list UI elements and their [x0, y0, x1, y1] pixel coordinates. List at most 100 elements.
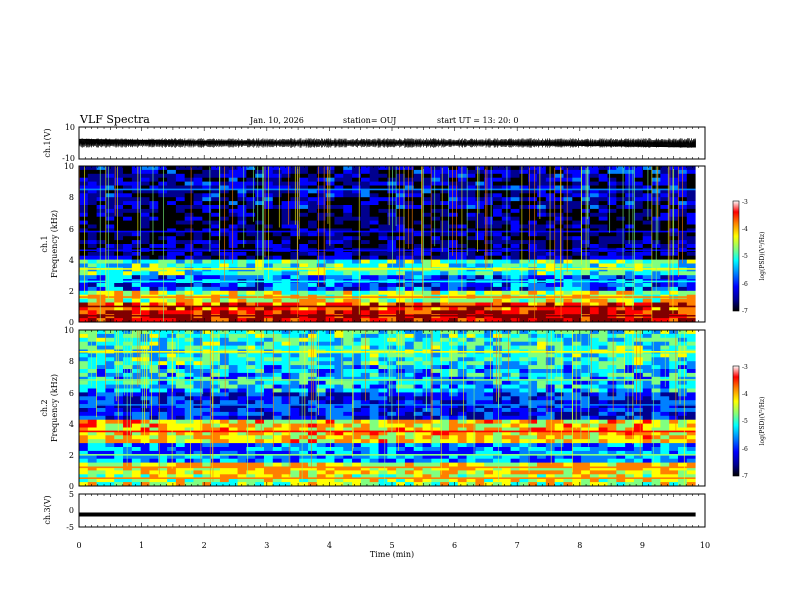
- spectrogram-cell: [79, 361, 89, 366]
- spectrogram-cell: [431, 286, 441, 292]
- spectrogram-cell: [440, 443, 450, 448]
- spectrogram-cell: [431, 462, 441, 467]
- spectrogram-cell: [290, 357, 300, 362]
- spectrogram-cell: [272, 388, 282, 393]
- spectrogram-cell: [211, 447, 221, 452]
- spectrogram-cell: [369, 177, 379, 182]
- spectrogram-cell: [325, 166, 335, 171]
- spectrogram-cell: [475, 185, 485, 190]
- spectrogram-cell: [440, 345, 450, 350]
- spectrogram-cell: [237, 263, 247, 268]
- spectrogram-cell: [589, 240, 600, 245]
- spectrogram-cell: [528, 177, 538, 182]
- spectrogram-cell: [281, 166, 291, 171]
- spectrogram-cell: [369, 212, 379, 218]
- spectrogram-cell: [308, 201, 318, 206]
- spectrogram-cell: [343, 244, 353, 249]
- spectrogram-cell: [299, 423, 309, 428]
- spectrogram-cell: [211, 372, 221, 378]
- spectrogram-cell: [246, 236, 256, 241]
- spectrogram-cell: [466, 208, 476, 214]
- spectrogram-cell: [669, 302, 679, 307]
- spectrogram-cell: [616, 290, 626, 296]
- spectrogram-cell: [219, 392, 230, 397]
- spectrogram-cell: [272, 408, 282, 413]
- spectrogram-cell: [316, 290, 327, 296]
- spectrogram-cell: [228, 173, 238, 179]
- spectrogram-cell: [352, 220, 362, 225]
- date-label: Jan. 10, 2026: [249, 116, 304, 125]
- spectrogram-cell: [263, 290, 274, 296]
- spectrogram-cell: [422, 220, 432, 225]
- spectrogram-cell: [87, 345, 98, 350]
- spectrogram-cell: [484, 466, 494, 471]
- spectrogram-cell: [396, 201, 406, 206]
- spectrogram-cell: [448, 345, 459, 350]
- spectrogram-cell: [237, 283, 247, 288]
- spectrogram-cell: [396, 259, 406, 264]
- spectrogram-cell: [219, 482, 230, 487]
- spectrogram-cell: [616, 166, 626, 171]
- spectrogram-cell: [378, 423, 388, 428]
- spectrogram-cell: [475, 197, 485, 202]
- spectrogram-cell: [193, 201, 203, 206]
- spectrogram-cell: [149, 427, 159, 432]
- spectrogram-cell: [105, 462, 115, 467]
- spectrogram-cell: [228, 333, 238, 339]
- spectrogram-cell: [105, 357, 115, 362]
- spectrogram-cell: [193, 431, 203, 436]
- spectrogram-cell: [484, 392, 494, 397]
- spectrogram-cell: [281, 400, 291, 405]
- spectrogram-cell: [404, 244, 415, 249]
- spectrogram-cell: [228, 263, 238, 268]
- spectrogram-cell: [131, 419, 142, 424]
- spectrogram-cell: [440, 454, 450, 460]
- spectrogram-cell: [184, 450, 194, 456]
- spectrogram-cell: [149, 177, 159, 182]
- spectrogram-cell: [79, 166, 89, 171]
- spectrogram-cell: [325, 454, 335, 460]
- spectrogram-cell: [440, 205, 450, 210]
- spectrogram-cell: [466, 310, 476, 315]
- spectrogram-cell: [140, 384, 150, 389]
- spectrogram-cell: [105, 177, 115, 182]
- spectrogram-cell: [422, 189, 432, 194]
- spectrogram-cell: [290, 431, 300, 436]
- spectrogram-cell: [510, 419, 520, 424]
- spectrogram-cell: [175, 271, 186, 276]
- spectrogram-cell: [369, 306, 379, 311]
- spectrogram-cell: [123, 357, 133, 362]
- spectrogram-cell: [563, 181, 573, 186]
- spectrogram-cell: [581, 185, 591, 190]
- spectrogram-cell: [404, 177, 415, 182]
- spectrogram-cell: [184, 361, 194, 366]
- spectrogram-cell: [158, 474, 168, 479]
- spectrogram-cell: [219, 404, 230, 409]
- spectrogram-cell: [510, 177, 520, 182]
- spectrogram-cell: [598, 224, 608, 229]
- spectrogram-cell: [404, 286, 415, 292]
- spectrogram-cell: [290, 255, 300, 260]
- spectrogram-cell: [255, 181, 265, 186]
- spectrogram-cell: [105, 345, 115, 350]
- spectrogram-cell: [325, 169, 335, 175]
- spectrogram-cell: [440, 458, 450, 463]
- spectrogram-cell: [202, 193, 212, 198]
- spectrogram-cell: [607, 197, 617, 202]
- spectrogram-cell: [158, 365, 168, 370]
- spectrogram-cell: [484, 306, 494, 311]
- spectrogram-cell: [131, 341, 142, 346]
- spectrogram-cell: [466, 189, 476, 194]
- spectrogram-cell: [255, 380, 265, 385]
- spectrogram-cell: [360, 271, 371, 276]
- spectrogram-cell: [448, 286, 459, 292]
- spectrogram-cell: [413, 201, 423, 206]
- spectrogram-cell: [404, 427, 415, 432]
- spectrogram-cell: [79, 419, 89, 424]
- spectrogram-cell: [290, 275, 300, 280]
- spectrogram-cell: [131, 443, 142, 448]
- spectrogram-cell: [149, 337, 159, 343]
- spectrogram-cell: [202, 404, 212, 409]
- spectrogram-cell: [131, 439, 142, 444]
- spectrogram-cell: [396, 255, 406, 260]
